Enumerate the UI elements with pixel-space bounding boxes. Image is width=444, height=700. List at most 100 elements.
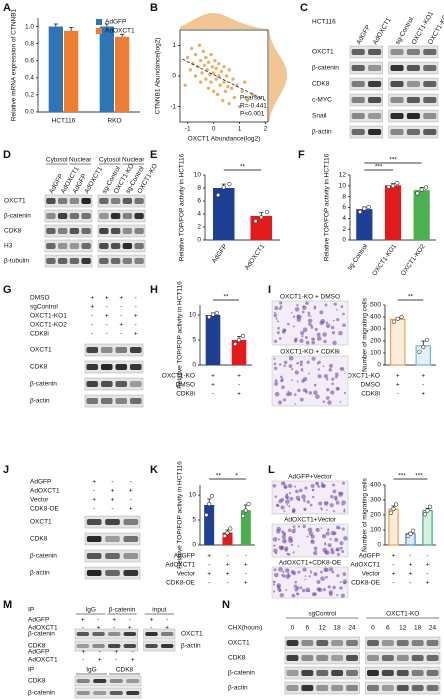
cell: [326, 387, 330, 392]
data-point: [395, 316, 400, 321]
bar: [64, 30, 79, 112]
lane-label: 0: [291, 625, 295, 632]
cell: [276, 529, 281, 534]
cell: [313, 306, 317, 310]
blot-band: [107, 632, 121, 636]
blot-band: [69, 228, 80, 234]
cell: [318, 501, 323, 506]
cell: [330, 530, 336, 536]
cell: [323, 339, 327, 344]
cell: [294, 307, 300, 312]
x-tick-label: 2: [264, 126, 268, 133]
data-point: [393, 502, 399, 507]
blot-band: [406, 49, 420, 55]
cell: [297, 525, 301, 528]
cell: [302, 388, 307, 393]
y-tick-label: 0.4: [25, 75, 34, 82]
blot-band: [381, 685, 394, 691]
blot-band: [366, 640, 379, 646]
condition-sign: +: [421, 373, 425, 380]
row-label: CDK8: [30, 364, 48, 371]
cell: [329, 503, 334, 508]
condition-sign: -: [135, 322, 137, 329]
data-point: [227, 101, 231, 106]
condition-label: AdGFP: [174, 553, 195, 560]
condition-label: OXCT1-KO: [162, 373, 195, 380]
condition-sign: -: [166, 617, 168, 624]
condition-sign: +: [128, 625, 132, 632]
bar: [48, 26, 63, 112]
blot-band: [86, 398, 99, 404]
blot-band: [316, 640, 329, 646]
blot-band: [57, 213, 68, 219]
condition-label: CDK8-OE: [166, 580, 196, 587]
condition-sign: -: [397, 391, 399, 398]
blot-band: [86, 553, 102, 559]
image-caption: AdOXCT1+CDK8-OE: [279, 560, 342, 567]
cell: [286, 392, 290, 397]
cell: [308, 372, 311, 375]
significance-label: **: [223, 294, 229, 301]
cell: [327, 528, 330, 532]
blot-strip: [284, 651, 360, 665]
condition-sign: +: [237, 391, 241, 398]
blot-band: [123, 519, 139, 525]
cell: [287, 571, 290, 575]
cell: [340, 367, 345, 371]
data-point: [217, 74, 221, 78]
row-label: Snail: [312, 113, 327, 120]
data-point: [214, 66, 218, 71]
x-tick-label: OXCT1-KO2: [400, 243, 427, 278]
cell: [338, 491, 342, 495]
image-caption: OXCT1-KO + DMSO: [280, 294, 340, 301]
blot-band: [286, 655, 299, 661]
condition-sign: -: [426, 553, 428, 560]
y-axis-label: Relative TOP/FOP activity in HCT116: [324, 153, 331, 261]
blot-band: [411, 640, 424, 646]
cell: [274, 382, 279, 386]
data-point: [419, 187, 424, 192]
blot-band: [122, 228, 133, 234]
cell: [320, 507, 323, 510]
cell: [343, 391, 347, 395]
condition-sign: +: [131, 657, 135, 664]
blot-band: [81, 258, 91, 264]
cell: [314, 573, 316, 575]
cell: [316, 587, 321, 592]
blot-band: [286, 640, 299, 646]
cell: [288, 355, 294, 361]
row-label: β-catenin: [30, 553, 57, 560]
data-point: [188, 68, 193, 72]
cell: [317, 485, 320, 488]
data-point: [264, 209, 269, 215]
blot-band: [368, 81, 382, 87]
cell: [324, 570, 327, 573]
cell: [343, 581, 346, 585]
blot-band: [390, 129, 404, 135]
condition-sign: +: [211, 382, 215, 389]
cell: [285, 499, 290, 504]
cell: [295, 495, 301, 501]
x-tick-label: HCT116: [52, 118, 76, 125]
y-tick-label: 0.8: [25, 40, 34, 47]
data-point: [221, 98, 225, 103]
cell: [334, 537, 339, 542]
condition-sign: -: [93, 506, 95, 513]
blot-band: [126, 691, 140, 695]
x-tick-label: AdOXCT1: [244, 243, 267, 272]
cell: [303, 499, 306, 503]
blot-band: [115, 364, 128, 370]
cell: [290, 543, 294, 547]
data-point: [189, 46, 194, 51]
blot-band: [105, 519, 120, 525]
y-tick-label: 1.0: [25, 23, 34, 30]
blot-band: [86, 570, 102, 576]
blot-band: [110, 258, 121, 264]
row-label: CDK8: [30, 536, 48, 543]
blot-band: [122, 198, 133, 204]
blot-band: [99, 198, 109, 204]
blot-band: [423, 65, 437, 71]
blot-band: [316, 685, 329, 691]
row-label: OXCT1: [4, 198, 26, 205]
cell: [326, 502, 329, 505]
